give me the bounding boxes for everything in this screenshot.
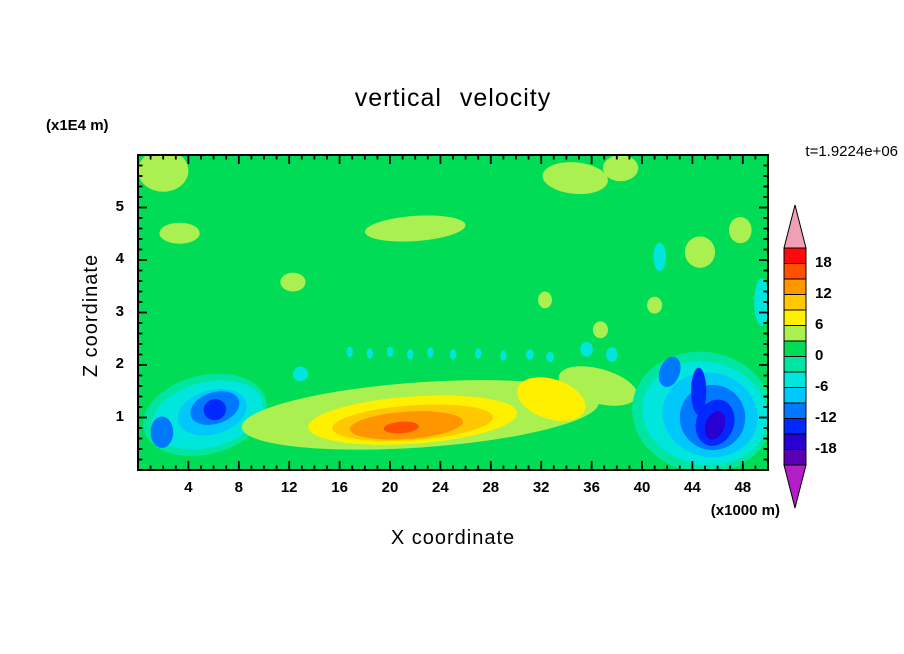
x-axis-title: X coordinate xyxy=(390,527,516,549)
colorbar-arrow-bottom xyxy=(783,464,807,509)
axis-ticks xyxy=(138,155,768,470)
colorbar xyxy=(783,204,807,509)
colorbar-arrow-top xyxy=(783,204,807,249)
contour-features xyxy=(138,155,768,470)
y-axis-units-label: (x1E4 m) xyxy=(46,117,109,134)
x-axis-units-label: (x1000 m) xyxy=(710,502,780,519)
y-axis-title: Z coordinate xyxy=(80,253,103,377)
time-annotation: t=1.9224e+06 xyxy=(805,143,898,160)
chart-title: vertical velocity xyxy=(354,84,552,112)
